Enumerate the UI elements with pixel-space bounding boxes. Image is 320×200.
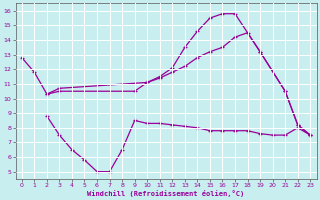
X-axis label: Windchill (Refroidissement éolien,°C): Windchill (Refroidissement éolien,°C) [87, 190, 245, 197]
